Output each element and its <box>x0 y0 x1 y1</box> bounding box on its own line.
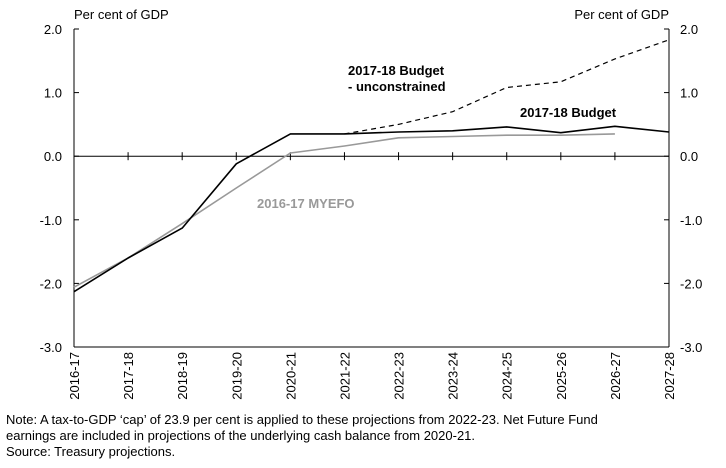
series-label-0-line-1: - unconstrained <box>348 79 446 94</box>
series-line-2 <box>73 125 670 293</box>
x-axis-labels: 2016-17 2017-18 2018-19 2019-20 2020-21 2021-… <box>67 352 677 400</box>
series-layer <box>73 39 670 293</box>
x-tick-label: 2027-28 <box>662 352 677 400</box>
x-tick-label: 2018-19 <box>175 352 190 400</box>
y-tick-label-right: 0.0 <box>680 149 698 164</box>
note-line-1: Note: A tax-to-GDP ‘cap’ of 23.9 per cen… <box>6 412 598 427</box>
y-tick-label-left: -1.0 <box>40 213 62 228</box>
chart: 2.0 1.0 0.0 -1.0 -2.0 -3.0 2.0 1.0 0.0 -1.0 -2.0 -… <box>40 7 703 400</box>
series-line-0 <box>344 39 670 135</box>
series-label-1-line-0: 2016-17 MYEFO <box>257 196 355 211</box>
y-tick-label-left: -2.0 <box>40 276 62 291</box>
y-tick-label-right: 2.0 <box>680 22 698 37</box>
y-tick-label-right: -3.0 <box>680 340 702 355</box>
right-axis-unit-label: Per cent of GDP <box>574 7 669 22</box>
source-line: Source: Treasury projections. <box>6 444 176 459</box>
x-tick-label: 2025-26 <box>554 352 569 400</box>
x-tick-label: 2021-22 <box>337 352 352 400</box>
y-tick-label-right: -2.0 <box>680 276 702 291</box>
x-tick-label: 2017-18 <box>121 352 136 400</box>
y-axis-left-labels: 2.0 1.0 0.0 -1.0 -2.0 -3.0 <box>40 22 62 355</box>
footnotes: Note: A tax-to-GDP ‘cap’ of 23.9 per cen… <box>6 412 722 460</box>
x-tick-label: 2022-23 <box>392 352 407 400</box>
x-tick-label: 2024-25 <box>500 352 515 400</box>
x-tick-label: 2023-24 <box>446 352 461 400</box>
x-tick-label: 2020-21 <box>283 352 298 400</box>
y-tick-label-left: 2.0 <box>44 22 62 37</box>
series-line-1 <box>73 133 615 288</box>
y-axis-right-labels: 2.0 1.0 0.0 -1.0 -2.0 -3.0 <box>680 22 702 355</box>
left-axis-unit-label: Per cent of GDP <box>74 7 169 22</box>
x-tick-label: 2016-17 <box>67 352 82 400</box>
y-tick-label-left: 1.0 <box>44 86 62 101</box>
y-tick-label-right: 1.0 <box>680 86 698 101</box>
series-label-2-line-0: 2017-18 Budget <box>520 105 617 120</box>
series-label-0-line-0: 2017-18 Budget <box>348 63 445 78</box>
y-tick-label-left: -3.0 <box>40 340 62 355</box>
x-tick-label: 2019-20 <box>229 352 244 400</box>
y-tick-label-right: -1.0 <box>680 213 702 228</box>
y-tick-label-left: 0.0 <box>44 149 62 164</box>
x-tick-label: 2026-27 <box>608 352 623 400</box>
axes <box>73 29 670 348</box>
note-line-2: earnings are included in projections of … <box>6 428 476 443</box>
tick-marks <box>73 28 670 348</box>
